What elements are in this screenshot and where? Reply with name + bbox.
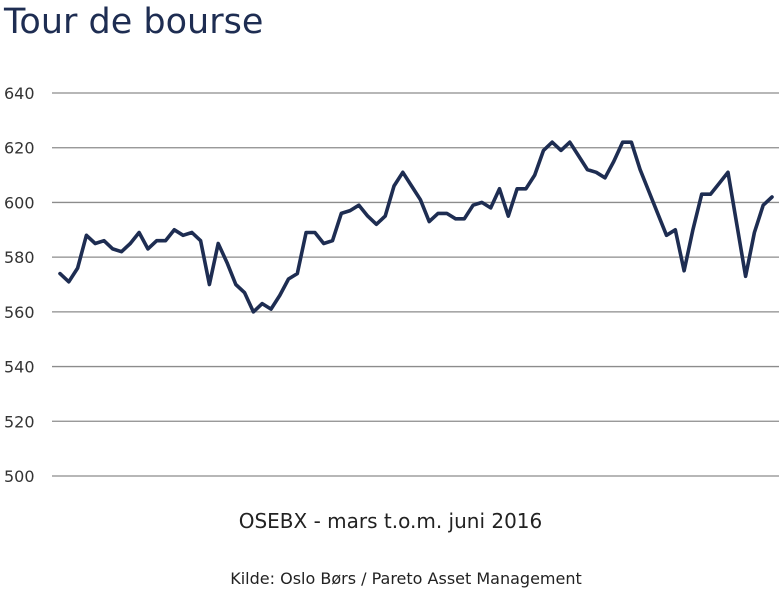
gridlines: [52, 92, 779, 477]
series-line-0: [58, 140, 774, 314]
y-tick-label: 560: [4, 303, 35, 322]
y-tick-label: 500: [4, 467, 35, 486]
chart-title: Tour de bourse: [4, 2, 264, 42]
source-note: Kilde: Oslo Børs / Pareto Asset Manageme…: [230, 569, 582, 588]
series-lines: [58, 140, 774, 314]
y-axis-ticks: 640 620 600 580 560 540 520 500: [4, 84, 35, 486]
y-tick-label: 620: [4, 139, 35, 158]
y-tick-label: 520: [4, 412, 35, 431]
x-axis-label: OSEBX - mars t.o.m. juni 2016: [238, 509, 543, 533]
y-tick-label: 580: [4, 248, 35, 267]
y-tick-label: 640: [4, 84, 35, 103]
y-tick-label: 600: [4, 193, 35, 212]
y-tick-label: 540: [4, 358, 35, 377]
